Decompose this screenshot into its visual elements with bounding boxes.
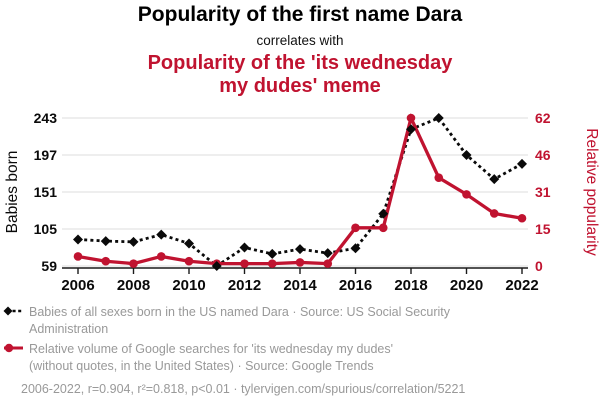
page-title: Popularity of the first name Dara (137, 3, 463, 26)
x-axis-tick-label: 2016 (339, 277, 372, 294)
meme-data-point-marker (489, 209, 499, 218)
x-axis-tick-label: 2008 (117, 277, 150, 294)
dara-data-point-marker (239, 242, 250, 253)
dara-series-line (77, 116, 523, 268)
subtitle-line-2: my dudes' meme (219, 74, 381, 97)
right-axis-tick-label: 0 (535, 258, 543, 274)
subtitle-line-1: Popularity of the 'its wednesday (147, 52, 453, 74)
dara-data-point-marker (211, 261, 222, 271)
dara-data-point-marker (267, 248, 278, 259)
x-axis-tick-label: 2014 (283, 277, 317, 294)
left-axis-tick-label: 243 (34, 110, 58, 126)
meme-data-point-marker (517, 213, 527, 223)
black-diamond-dashed-legend-icon (3, 305, 23, 337)
dara-data-point-marker (156, 229, 167, 240)
right-axis-tick-label: 15 (535, 221, 551, 237)
meme-data-point-marker (351, 223, 360, 233)
dara-data-point-marker (489, 174, 500, 185)
legend-meme-line-2: (without quotes, in the United States) ·… (29, 358, 374, 373)
dara-data-point-marker (295, 244, 305, 255)
red-circle-solid-legend-icon (3, 342, 23, 374)
subtitle-red: Popularity of the 'its wednesday my dude… (0, 52, 600, 97)
meme-data-point-marker (406, 113, 416, 123)
x-axis-tick-label: 2010 (172, 277, 205, 294)
meme-data-point-marker (73, 252, 83, 261)
legend-item-dara-text: Babies of all sexes born in the US named… (29, 304, 450, 337)
legend-item-meme-text: Relative volume of Google searches for '… (29, 341, 393, 374)
dara-data-point-marker (517, 158, 527, 169)
right-axis-tick-label: 31 (535, 184, 551, 200)
meme-data-point-marker (434, 173, 444, 182)
legend-meme-line-1: Relative volume of Google searches for '… (29, 342, 393, 356)
dara-data-point-marker (433, 113, 444, 123)
dara-data-point-marker (73, 234, 83, 245)
dara-data-point-marker (461, 150, 472, 160)
dara-data-point-marker (322, 248, 333, 259)
meme-data-point-marker (184, 256, 194, 266)
left-axis-tick-label: 197 (34, 147, 58, 163)
correlates-with-label: correlates with (256, 33, 344, 48)
meme-data-point-marker (323, 259, 333, 268)
right-axis-tick-label: 46 (535, 147, 551, 163)
correlation-chart: 59 0 105 15 151 31 197 46 243 62 2006 2008 2010 2012 2… (4, 110, 600, 294)
right-axis-title: Relative popularity (583, 128, 600, 256)
legend-item-meme: Relative volume of Google searches for '… (3, 341, 393, 374)
legend-item-dara: Babies of all sexes born in the US named… (3, 304, 450, 337)
x-axis-tick-label: 2020 (450, 277, 483, 294)
meme-data-point-marker (240, 259, 249, 268)
dara-data-point-marker (406, 124, 416, 135)
x-axis-tick-label: 2012 (228, 277, 261, 294)
legend-dara-line-2: Administration (29, 321, 109, 336)
dara-data-point-marker (378, 208, 389, 219)
right-axis-tick-label: 62 (535, 110, 551, 126)
dara-data-point-marker (100, 236, 111, 247)
dara-data-point-marker (350, 243, 361, 254)
x-axis-tick-label: 2018 (394, 277, 427, 294)
x-axis-tick-label: 2022 (505, 277, 538, 294)
meme-data-point-marker (295, 258, 305, 267)
meme-data-point-marker (129, 259, 138, 268)
dara-data-point-marker (128, 236, 139, 247)
meme-data-point-marker (378, 223, 388, 233)
meme-data-point-marker (156, 252, 166, 261)
left-axis-title: Babies born (4, 151, 21, 234)
meme-data-point-marker (462, 190, 471, 199)
left-axis-tick-label: 59 (41, 258, 57, 274)
meme-data-point-marker (267, 259, 277, 268)
legend-dara-line-1: Babies of all sexes born in the US named… (29, 305, 451, 319)
left-axis-tick-label: 151 (34, 184, 58, 200)
dara-data-point-marker (184, 238, 194, 249)
meme-data-point-marker (101, 256, 111, 266)
left-axis-tick-label: 105 (34, 221, 58, 237)
stats-footnote: 2006-2022, r=0.904, r²=0.818, p<0.01 · t… (21, 382, 466, 396)
x-axis-tick-label: 2006 (61, 277, 94, 294)
